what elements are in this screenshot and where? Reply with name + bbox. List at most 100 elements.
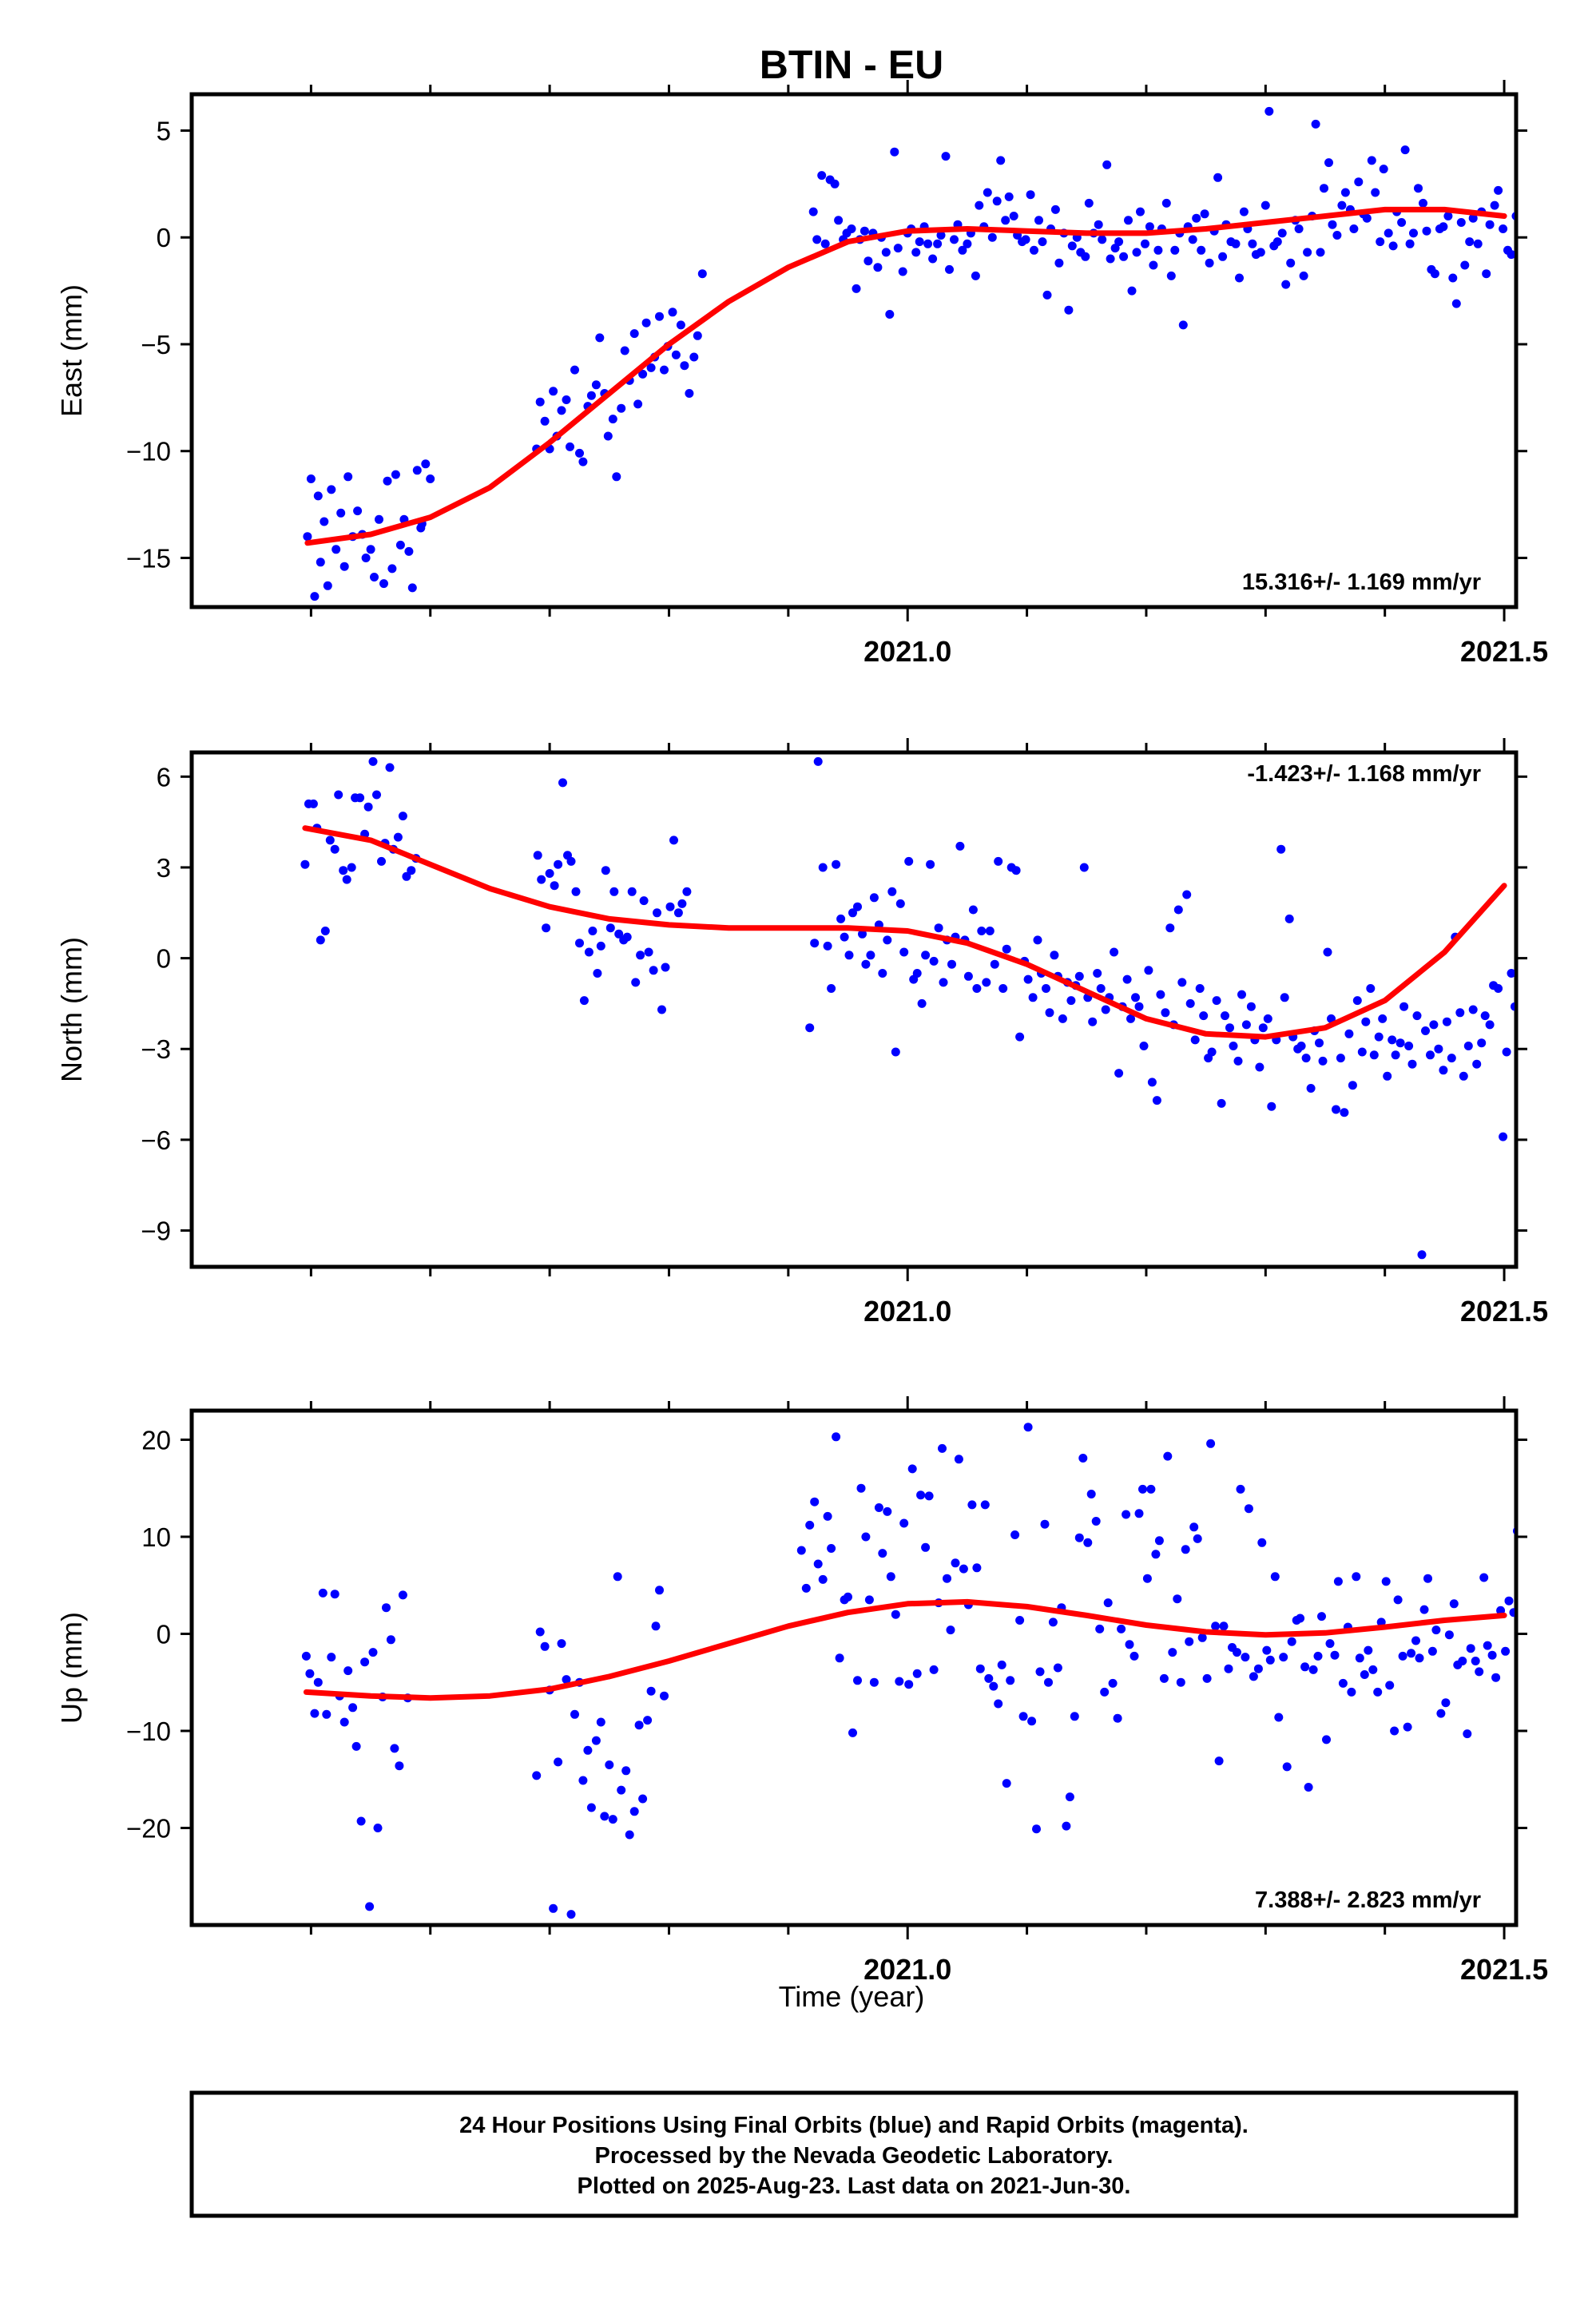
data-point [1533,148,1542,157]
data-point [1400,145,1410,155]
data-point [916,1490,926,1500]
data-point [1100,1687,1110,1697]
data-point [1480,1011,1490,1021]
data-point [1354,177,1364,187]
data-point [386,1635,395,1645]
data-point [1010,1530,1020,1539]
data-point [1244,1504,1253,1514]
data-point [1279,1653,1288,1662]
data-point [1545,963,1554,972]
data-point [584,947,594,957]
data-point [810,1497,820,1506]
data-point [1189,1522,1199,1532]
data-point [1403,1722,1412,1732]
data-point [810,939,820,948]
data-point [316,935,325,945]
data-point [1153,245,1163,255]
data-point [1537,987,1546,996]
data-point [1585,255,1594,264]
data-point [1108,1678,1118,1688]
data-point [1181,1545,1190,1554]
data-point [1337,200,1347,210]
data-point [861,959,871,969]
data-point [633,399,643,409]
data-point [1561,1626,1570,1635]
data-point [1523,199,1532,208]
data-point [1265,1655,1275,1665]
data-point [668,308,677,317]
data-point [832,859,841,869]
data-point [603,431,613,441]
data-point [852,284,861,293]
data-point [542,923,551,933]
data-point [1546,233,1555,242]
data-point [1540,1066,1549,1074]
data-point [316,558,325,567]
footer-line-3: Plotted on 2025-Aug-23. Last data on 202… [578,2173,1131,2199]
data-point [1103,1598,1113,1608]
data-point [306,474,316,483]
data-point [844,951,854,960]
footer-box [189,2090,1519,2218]
data-point [593,969,602,978]
data-point [1034,216,1043,225]
data-point [1504,1596,1514,1606]
data-point [1081,252,1090,261]
data-point [1211,1621,1221,1631]
data-point [1067,241,1077,251]
data-point [575,939,584,948]
data-point [1146,1484,1156,1494]
x-tick-label: 2021.5 [1460,635,1548,668]
data-point [320,927,330,935]
data-point [1074,971,1084,981]
data-point [1367,156,1376,165]
data-point [646,1686,656,1696]
data-point [1299,271,1308,280]
data-point [634,1721,644,1730]
data-point [629,1807,639,1816]
data-point [402,871,411,881]
data-point [1340,188,1350,197]
data-point [1236,1484,1245,1494]
data-point [934,923,943,933]
data-point [1490,200,1499,210]
data-point [847,224,856,233]
data-point [1550,930,1558,939]
data-point [1249,1672,1258,1681]
data-point [1102,160,1112,169]
data-point [330,1590,339,1599]
data-point [1459,1071,1468,1081]
data-point [1523,963,1532,972]
data-point [1471,1657,1480,1665]
data-point [805,1520,815,1530]
data-point [643,1716,653,1725]
data-point [660,1691,669,1701]
data-point [823,941,832,951]
data-point [1286,258,1296,268]
data-point [605,923,615,933]
data-point [1344,1029,1354,1038]
data-point [545,869,554,878]
data-point [558,778,567,788]
data-point [873,263,883,272]
data-point [1303,248,1312,257]
data-point [579,996,589,1006]
data-point [1106,254,1115,264]
data-point [334,790,343,800]
x-axis-label: Time (year) [779,1980,925,2013]
data-point [1166,271,1176,280]
data-point [1141,239,1149,248]
data-point [356,1816,366,1826]
data-point [832,1432,841,1442]
data-point [301,1651,311,1661]
data-point [1119,252,1129,261]
data-point [1528,212,1537,220]
data-point [644,947,653,957]
data-point [926,859,935,869]
data-point [923,239,933,248]
data-point [588,927,598,935]
data-point [1448,273,1458,283]
data-point [1468,213,1478,223]
data-point [1568,199,1577,208]
